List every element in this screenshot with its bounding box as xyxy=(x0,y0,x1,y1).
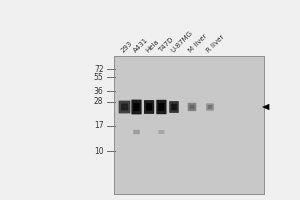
FancyBboxPatch shape xyxy=(133,130,140,134)
FancyBboxPatch shape xyxy=(188,103,197,111)
FancyBboxPatch shape xyxy=(146,103,152,111)
Text: U-87MG: U-87MG xyxy=(170,30,194,54)
FancyBboxPatch shape xyxy=(119,101,130,113)
Text: 36: 36 xyxy=(94,87,103,96)
Polygon shape xyxy=(262,104,269,110)
Text: Hela: Hela xyxy=(145,39,160,54)
FancyBboxPatch shape xyxy=(144,100,154,114)
Text: 17: 17 xyxy=(94,121,104,130)
Text: 55: 55 xyxy=(94,72,103,82)
FancyBboxPatch shape xyxy=(171,104,177,110)
Text: 10: 10 xyxy=(94,146,104,156)
FancyBboxPatch shape xyxy=(158,130,164,134)
FancyBboxPatch shape xyxy=(121,103,128,110)
Text: A431: A431 xyxy=(132,37,149,54)
Text: R liver: R liver xyxy=(206,34,226,54)
FancyBboxPatch shape xyxy=(134,103,140,111)
FancyBboxPatch shape xyxy=(169,101,179,113)
Text: M liver: M liver xyxy=(188,33,208,54)
Text: 72: 72 xyxy=(94,64,104,73)
FancyBboxPatch shape xyxy=(206,103,214,111)
FancyBboxPatch shape xyxy=(131,100,142,114)
FancyBboxPatch shape xyxy=(156,100,167,114)
Text: T47D: T47D xyxy=(157,37,174,54)
Text: 28: 28 xyxy=(94,98,104,106)
Bar xyxy=(114,56,264,194)
Text: 293: 293 xyxy=(120,40,134,54)
FancyBboxPatch shape xyxy=(190,105,195,109)
FancyBboxPatch shape xyxy=(208,105,212,109)
FancyBboxPatch shape xyxy=(158,103,164,111)
